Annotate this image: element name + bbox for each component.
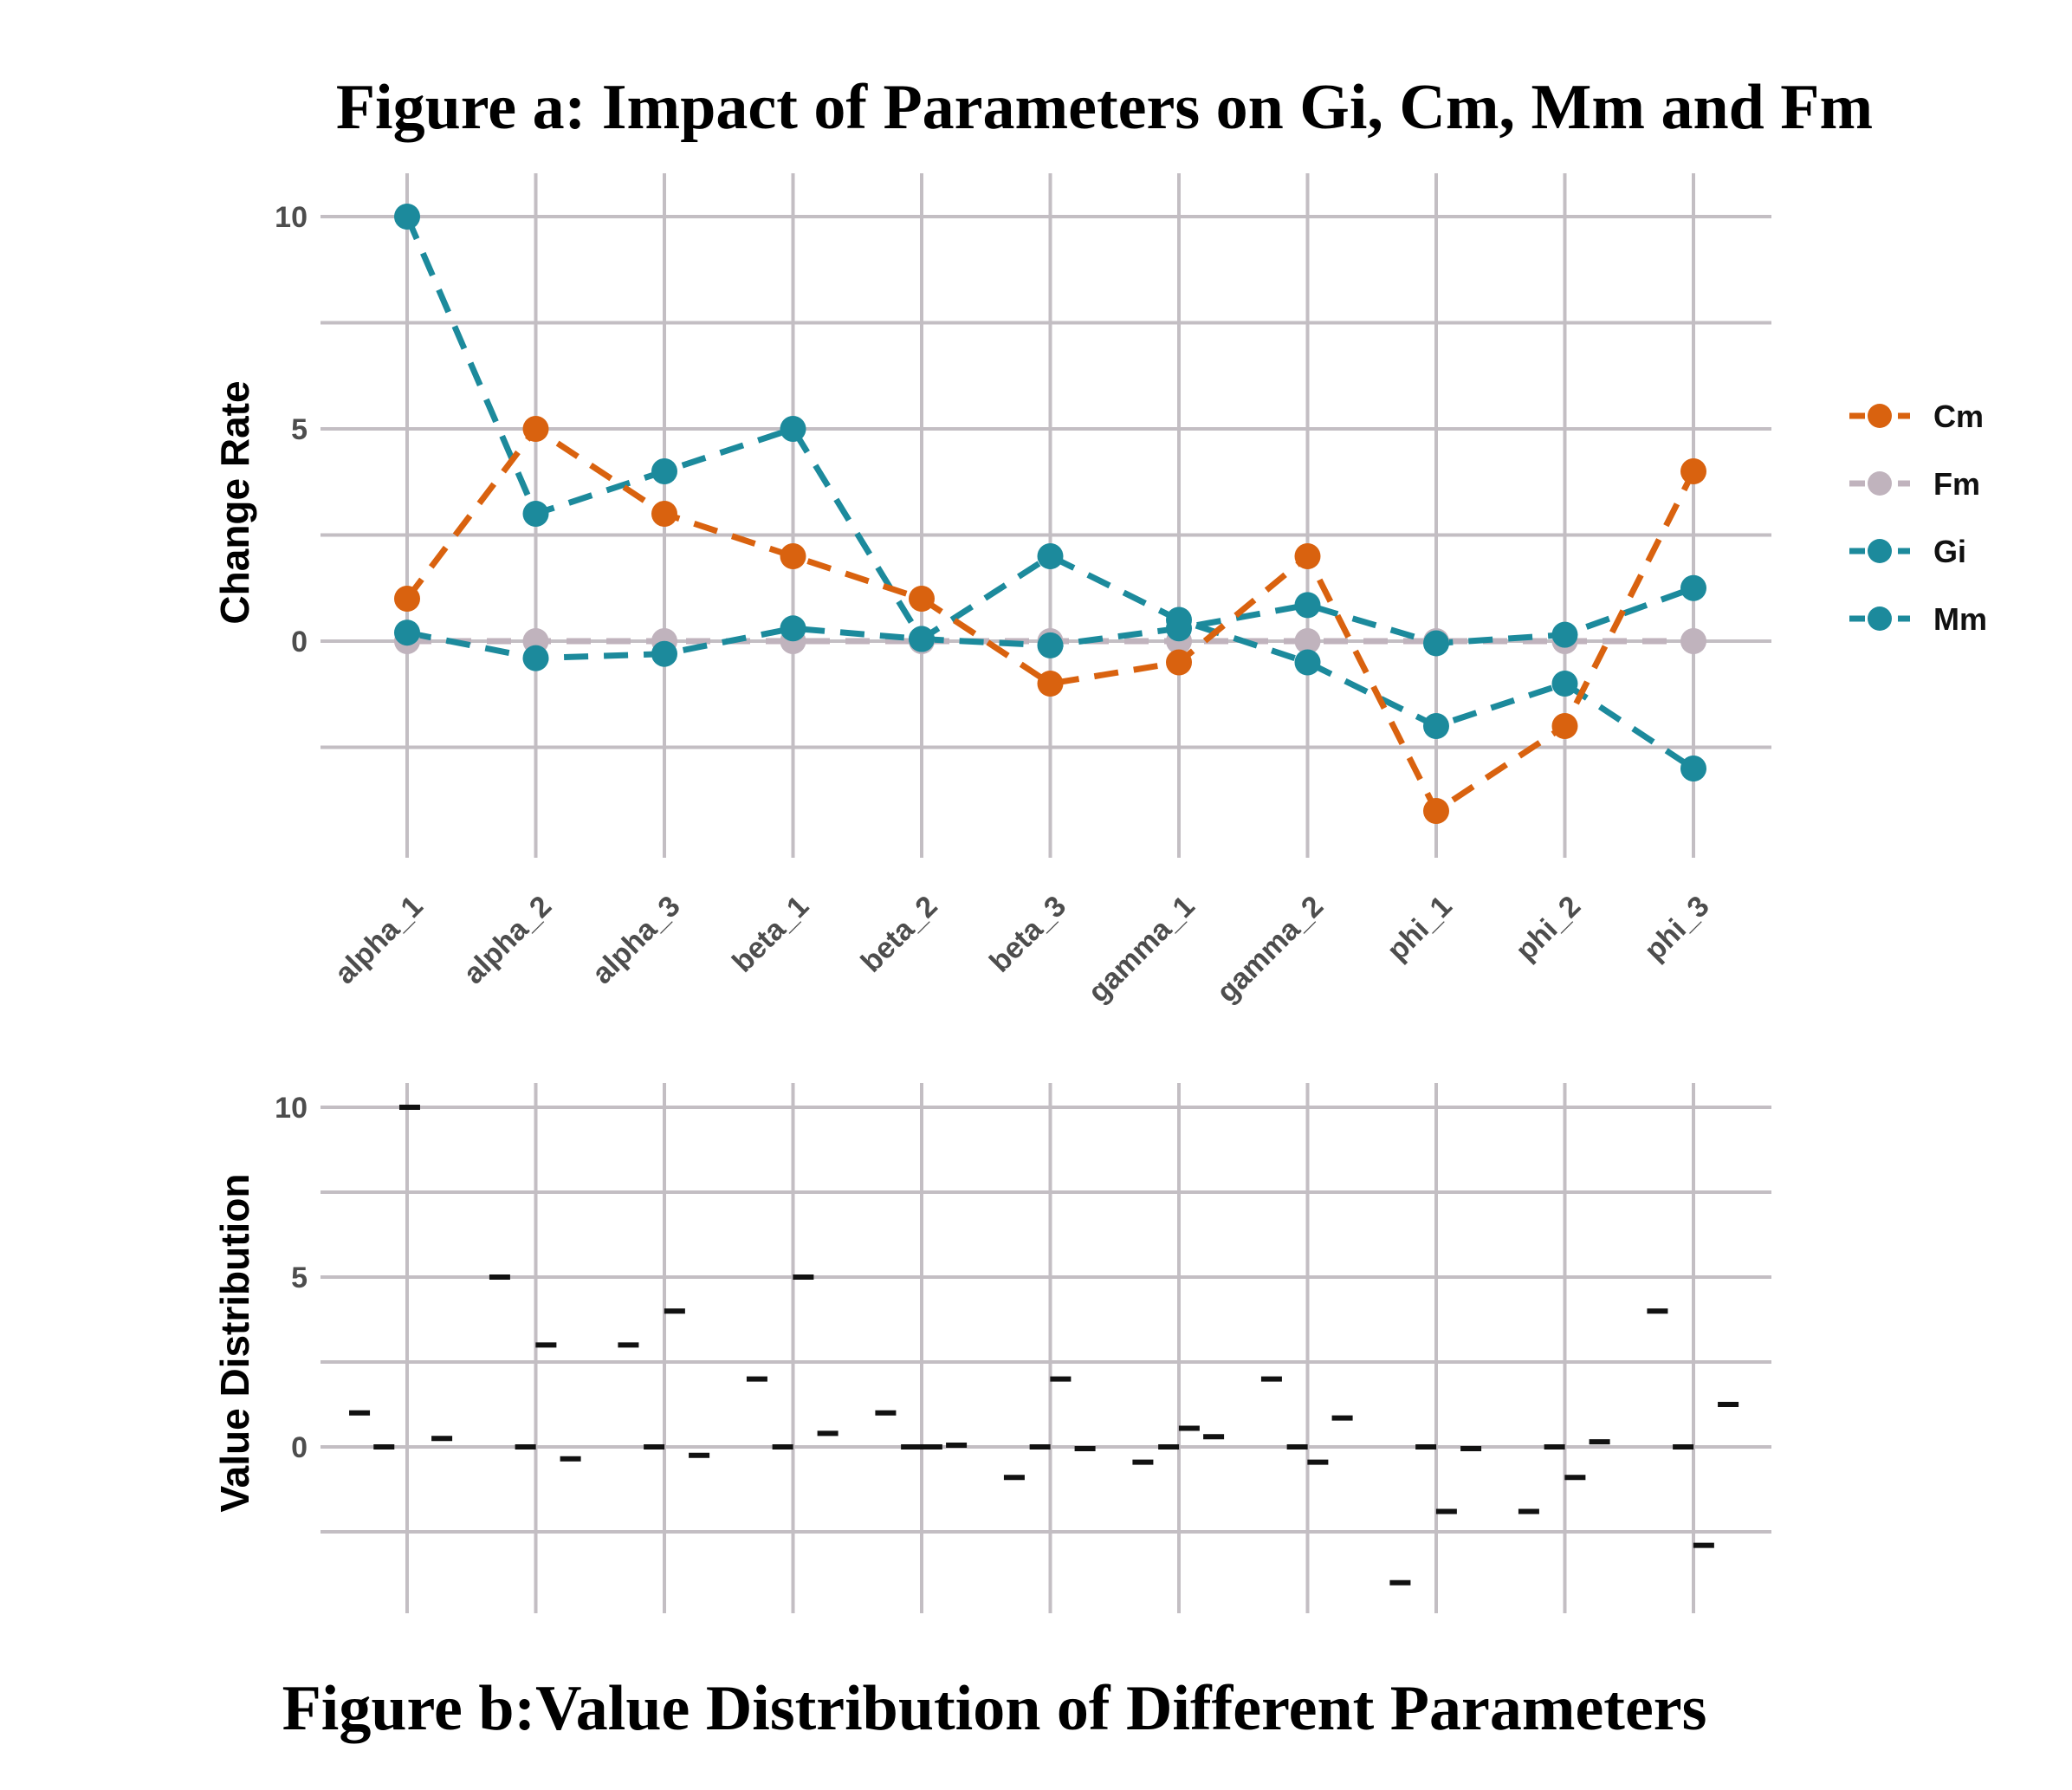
chart-a-point-gi <box>780 416 806 442</box>
chart-a-point-gi <box>1037 543 1064 569</box>
chart-a-x-tick-labels: alpha_1 alpha_2 alpha_3 beta_1 beta_2 beta_3 g… <box>328 890 1715 1009</box>
chart-a-point-mm <box>1680 574 1706 601</box>
chart-a-y-tick-label: 0 <box>291 626 308 658</box>
chart-a-point-cm <box>909 586 935 612</box>
chart-b-gridlines <box>321 1083 1771 1613</box>
chart-a-legend-label: Gi <box>1933 534 1966 569</box>
chart-a-x-tick-label: phi_3 <box>1638 890 1716 968</box>
chart-b-y-tick-labels: 0 5 10 <box>275 1092 308 1464</box>
chart-a-point-mm <box>1551 621 1578 648</box>
chart-a-legend-item-mm: Mm <box>1849 601 1987 637</box>
chart-a-y-tick-label: 10 <box>275 201 308 234</box>
chart-a-legend-label: Cm <box>1933 399 1984 434</box>
chart-a-point-cm <box>651 501 677 527</box>
chart-a-point-mm <box>394 619 420 646</box>
chart-a-point-mm <box>651 640 677 667</box>
chart-a-point-gi <box>1680 756 1706 782</box>
chart-a-y-tick-labels: 0 5 10 <box>275 201 308 658</box>
chart-b-y-axis-title: Value Distribution <box>212 1173 257 1512</box>
chart-a-legend-item-cm: Cm <box>1849 399 1984 434</box>
chart-a-x-tick-label: beta_2 <box>855 890 944 979</box>
chart-a-point-gi <box>522 501 549 527</box>
chart-a-point-cm <box>394 586 420 612</box>
chart-a-legend-label: Fm <box>1933 466 1980 502</box>
chart-a-legend-swatch-dot <box>1868 471 1892 496</box>
chart-a-series-line-gi <box>404 215 1695 771</box>
chart-a-x-tick-label: phi_1 <box>1381 890 1459 968</box>
chart-a-point-cm <box>1166 649 1192 676</box>
chart-a-x-tick-label: gamma_2 <box>1210 890 1330 1009</box>
chart-a-point-gi <box>1423 713 1449 739</box>
figure-a-title: Figure a: Impact of Parameters on Gi, Cm… <box>336 72 1873 143</box>
chart-a-point-cm <box>1551 713 1578 739</box>
chart-a-point-gi <box>1294 649 1321 676</box>
chart-a-x-tick-label: alpha_1 <box>328 890 429 990</box>
chart-a-point-mm <box>522 645 549 671</box>
chart-a-x-tick-label: beta_1 <box>726 890 815 979</box>
chart-a-legend: Cm Fm Gi Mm <box>1849 399 1987 637</box>
chart-a-point-gi <box>909 626 935 652</box>
chart-a-point-cm <box>522 416 549 442</box>
chart-a-point-mm <box>780 615 806 642</box>
chart-a-point-fm <box>1680 628 1706 654</box>
chart-b-y-tick-label: 10 <box>275 1092 308 1125</box>
chart-a-x-tick-label: alpha_3 <box>586 890 686 990</box>
chart-a-series-points <box>394 204 1706 824</box>
chart-a-legend-swatch-dot <box>1868 539 1892 563</box>
chart-b-y-tick-label: 0 <box>291 1431 308 1464</box>
chart-a-legend-label: Mm <box>1933 601 1987 637</box>
figure-b-title: Figure b:Value Distribution of Different… <box>282 1673 1707 1744</box>
chart-a-point-gi <box>1166 606 1192 633</box>
chart-a-point-cm <box>1294 543 1321 569</box>
chart-a-point-cm <box>780 543 806 569</box>
chart-a-legend-item-fm: Fm <box>1849 466 1980 502</box>
chart-a-point-mm <box>1423 630 1449 657</box>
chart-a-point-mm <box>1294 592 1321 619</box>
chart-a-point-gi <box>394 204 420 230</box>
chart-a-point-cm <box>1037 671 1064 697</box>
chart-a-legend-swatch-dot <box>1868 606 1892 631</box>
chart-a-legend-swatch-dot <box>1868 404 1892 428</box>
chart-a-plot-area: 0 5 10 alpha_1 alpha_2 alpha_3 beta_1 beta_2 be… <box>212 173 1987 1009</box>
chart-a-x-tick-label: beta_3 <box>983 890 1072 979</box>
chart-a-point-mm <box>1037 632 1064 658</box>
chart-a-point-gi <box>1551 671 1578 697</box>
chart-a-point-cm <box>1423 798 1449 824</box>
chart-a-x-tick-label: phi_2 <box>1509 890 1587 968</box>
chart-a-point-cm <box>1680 458 1706 484</box>
chart-a-legend-item-gi: Gi <box>1849 534 1966 569</box>
chart-a-x-tick-label: alpha_2 <box>457 890 558 990</box>
chart-b-y-tick-label: 5 <box>291 1261 308 1294</box>
chart-a-y-tick-label: 5 <box>291 413 308 446</box>
chart-a-y-axis-title: Change Rate <box>212 380 257 624</box>
chart-a-point-gi <box>651 458 677 484</box>
chart-b-plot-area: 0 5 10 Value Distribution <box>212 1083 1771 1613</box>
chart-b-value-marks <box>349 1105 1739 1586</box>
chart-a-x-tick-label: gamma_1 <box>1082 890 1201 1009</box>
chart-a-point-fm <box>1294 628 1321 654</box>
